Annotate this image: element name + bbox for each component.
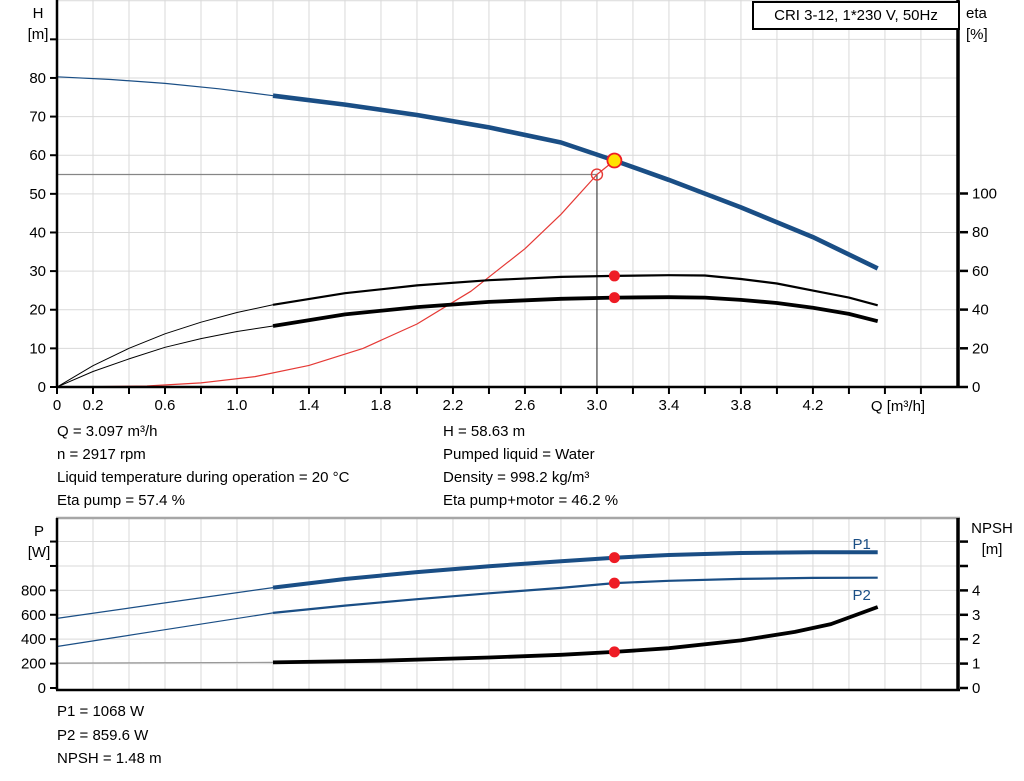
info-line: P2 = 859.6 W [57, 726, 149, 744]
gridlines [57, 0, 958, 387]
tick-label: 1 [972, 656, 980, 673]
tick-label: 800 [21, 582, 46, 599]
p1-point [608, 552, 620, 564]
power-info: P1 = 1068 W P2 = 859.6 W NPSH = 1.48 m [57, 700, 162, 771]
npsh-axis-unit: [m] [981, 541, 1003, 558]
tick-label: 40 [29, 224, 46, 241]
tick-label: 50 [29, 186, 46, 203]
h-axis-label: H [m] [18, 3, 58, 45]
tick-label: 1.8 [371, 397, 392, 414]
tick-label: 2 [972, 631, 980, 648]
gridlines [57, 518, 958, 690]
eta-pump [272, 274, 878, 307]
tick-label: 2.6 [515, 397, 536, 414]
info-line: Eta pump+motor = 46.2 % [443, 492, 619, 509]
tick-label: 1.4 [299, 397, 320, 414]
p2-curve [272, 576, 878, 614]
tick-label: 0.2 [83, 397, 104, 414]
npsh-curve-thin [56, 661, 274, 664]
tick-label: 30 [29, 263, 46, 280]
p2-point [608, 577, 620, 589]
h-axis-symbol: H [32, 5, 44, 22]
tick-label: 40 [972, 302, 989, 319]
eta-pump-point [608, 270, 620, 282]
p-axis-unit: [W] [27, 544, 51, 561]
tick-label: 400 [21, 631, 46, 648]
tick-label: 60 [29, 147, 46, 164]
tick-label: 0 [38, 680, 46, 697]
tick-label: 0 [972, 680, 980, 697]
tick-label: 3.8 [731, 397, 752, 414]
tick-label: 0 [38, 379, 46, 396]
tick-label: 200 [21, 656, 46, 673]
tick-label: 60 [972, 263, 989, 280]
series-label-p2: P2 [853, 587, 871, 604]
pump-info-left: Q = 3.097 m³/h n = 2917 rpm Liquid tempera… [57, 420, 349, 512]
eta-axis-unit: [%] [966, 26, 988, 43]
power-chart: 0 200 400 600 800 0 1 2 3 4 P1 P2 [21, 516, 980, 697]
tick-label: 3.4 [659, 397, 680, 414]
requested-duty-point [590, 168, 604, 181]
info-line: P1 = 1068 W [57, 703, 145, 720]
info-line: Liquid temperature during operation = 20… [57, 469, 350, 486]
eta-pump-motor-thin [56, 325, 274, 388]
pump-title-box: CRI 3-12, 1*230 V, 50Hz [752, 1, 960, 30]
tick-label: 3 [972, 607, 980, 624]
tick-label: 20 [972, 340, 989, 357]
tick-label: 100 [972, 186, 997, 203]
info-line: H = 58.63 m [443, 423, 526, 440]
tick-label: 4.2 [803, 397, 824, 414]
hq-curve [272, 93, 879, 271]
tick-label: 0.6 [155, 397, 176, 414]
eta-pump-motor-point [608, 292, 620, 304]
p1-curve [272, 550, 878, 590]
info-line: Q = 3.097 m³/h [57, 423, 158, 440]
duty-point [606, 152, 623, 169]
tick-label: 1.0 [227, 397, 248, 414]
eta-pump-motor [272, 295, 879, 328]
series-label-p1: P1 [853, 536, 871, 553]
eta-axis-label: eta [%] [966, 3, 1012, 45]
h-axis-unit: [m] [27, 26, 49, 43]
tick-label: 10 [29, 340, 46, 357]
tick-label: 0 [972, 379, 980, 396]
qh-chart: 0 10 20 30 40 50 60 70 80 0 20 40 60 80 100 0 0.2 0.6 1.0 1… [29, 0, 997, 414]
p1-curve-thin [56, 587, 274, 619]
info-line: Eta pump = 57.4 % [57, 492, 185, 509]
p-axis-symbol: P [33, 523, 44, 540]
eta-pump-thin [56, 304, 274, 388]
system-curve [83, 160, 615, 388]
p2-curve-thin [56, 612, 274, 648]
info-line: Density = 998.2 kg/m³ [443, 469, 590, 486]
hq-curve-thin [56, 76, 274, 97]
info-line: n = 2917 rpm [57, 446, 146, 463]
npsh-axis-label: NPSH [m] [962, 518, 1022, 560]
eta-axis-symbol: eta [966, 5, 987, 22]
tick-label: 600 [21, 607, 46, 624]
npsh-axis-symbol: NPSH [971, 520, 1013, 537]
tick-label: 20 [29, 302, 46, 319]
tick-label: 4 [972, 582, 980, 599]
tick-label: 80 [29, 70, 46, 87]
tick-label: 0 [53, 397, 61, 414]
q-axis-label: Q [m³/h] [870, 398, 926, 415]
tick-label: 70 [29, 109, 46, 126]
npsh-curve [272, 605, 879, 665]
pump-info-right: H = 58.63 m Pumped liquid = Water Density … [443, 420, 618, 512]
tick-label: 80 [972, 224, 989, 241]
p-axis-label: P [W] [18, 521, 60, 563]
operating-point-markers [590, 152, 623, 304]
info-line: NPSH = 1.48 m [57, 750, 162, 767]
operating-point-markers [608, 552, 620, 658]
tick-label: 3.0 [587, 397, 608, 414]
info-line: Pumped liquid = Water [443, 446, 595, 463]
tick-label: 2.2 [443, 397, 464, 414]
npsh-point [608, 646, 620, 658]
